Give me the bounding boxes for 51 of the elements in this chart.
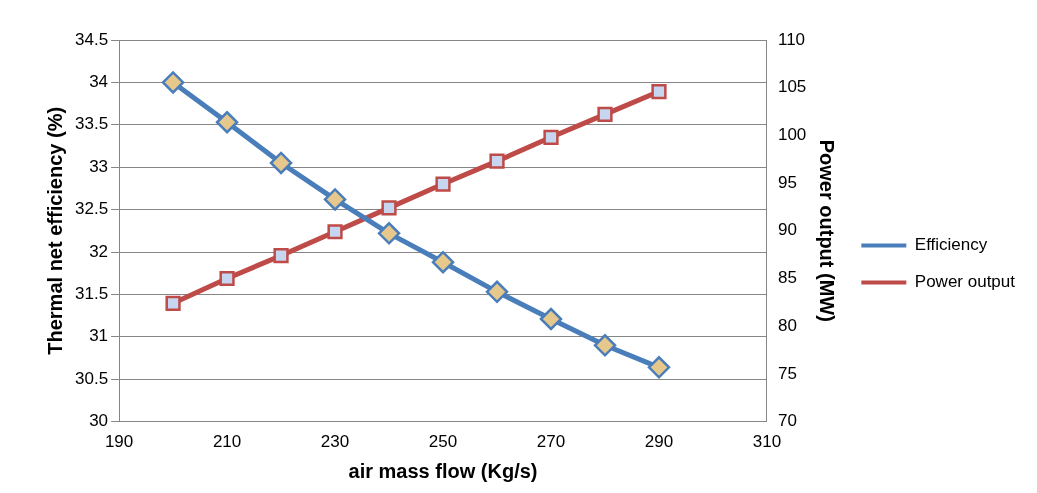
point — [323, 188, 347, 211]
y-tick-label: 34 — [89, 72, 109, 92]
y-tick-label: 33.5 — [74, 114, 109, 134]
point — [273, 247, 289, 264]
y2-tick-label: 90 — [777, 220, 797, 240]
point — [435, 176, 451, 192]
y-tick-label: 32.5 — [74, 199, 109, 219]
x-tick-label: 250 — [428, 432, 458, 452]
y-axis-title: Thermal net efficiency (%) — [43, 106, 66, 355]
point — [377, 222, 401, 245]
x-tick-label: 270 — [536, 432, 566, 452]
point — [219, 270, 235, 287]
y2-tick-label: 70 — [777, 411, 797, 431]
point — [593, 334, 617, 357]
legend-label: Power output — [914, 272, 1016, 292]
x-tick-label: 290 — [644, 432, 674, 452]
y-tick-label: 31.5 — [74, 284, 109, 304]
point — [651, 83, 667, 100]
point — [431, 250, 455, 274]
legend-label: Efficiency — [914, 235, 988, 255]
point — [543, 129, 559, 145]
x-tick-label: 190 — [104, 432, 134, 452]
point — [327, 224, 343, 240]
point — [647, 356, 671, 379]
y2-tick-label: 80 — [777, 315, 797, 335]
point — [597, 106, 613, 123]
y2-tick-label: 75 — [777, 363, 797, 383]
y-tick-label: 32 — [89, 241, 109, 261]
y2-axis-title: Power output (MW) — [815, 139, 838, 322]
x-tick-label: 210 — [212, 432, 242, 452]
y-tick-label: 33 — [89, 156, 109, 176]
point — [165, 295, 181, 311]
x-tick-label: 230 — [320, 432, 350, 452]
y2-tick-label: 100 — [777, 125, 807, 145]
y-tick-label: 30.5 — [74, 368, 109, 388]
point — [269, 151, 293, 175]
y2-tick-label: 110 — [777, 29, 806, 49]
y-tick-label: 34.5 — [74, 29, 109, 49]
point — [489, 153, 505, 169]
y-tick-label: 31 — [89, 326, 109, 346]
point — [161, 71, 185, 94]
point — [381, 200, 397, 216]
y2-tick-label: 85 — [777, 268, 797, 288]
x-tick-label: 310 — [752, 432, 782, 452]
y2-tick-label: 105 — [777, 77, 807, 97]
y2-tick-label: 95 — [777, 172, 797, 192]
x-axis-title: air mass flow (Kg/s) — [348, 459, 538, 482]
point — [215, 111, 239, 134]
point — [539, 307, 563, 331]
point — [485, 280, 509, 304]
y-tick-label: 30 — [89, 411, 109, 431]
